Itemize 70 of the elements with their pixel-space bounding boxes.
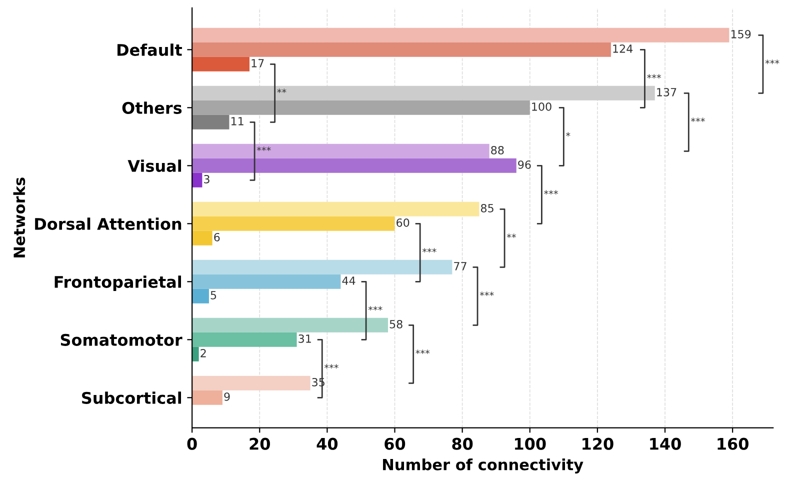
annotation: ***	[416, 350, 430, 354]
bar	[192, 158, 516, 173]
bar	[192, 42, 611, 57]
bar	[192, 376, 310, 390]
bar	[192, 56, 250, 72]
data-label: 9	[224, 392, 230, 401]
bar	[192, 260, 452, 274]
x-tick-label: 0	[187, 438, 197, 450]
data-label: 2	[200, 348, 206, 358]
x-tick-label: 20	[250, 438, 270, 450]
bar	[192, 216, 395, 231]
data-label: 124	[613, 44, 633, 53]
y-tick-label: Others	[122, 102, 182, 114]
annotation: ***	[647, 74, 662, 79]
annotation: **	[277, 88, 286, 94]
bar	[192, 346, 199, 362]
data-label: 77	[454, 262, 466, 270]
annotation: ***	[480, 292, 494, 296]
data-label: 58	[390, 320, 402, 328]
data-label: 100	[532, 102, 552, 111]
y-tick-label: Frontoparietal	[54, 276, 181, 292]
bar	[192, 332, 297, 347]
y-tick-label: Default	[118, 44, 182, 56]
annotation: ***	[765, 60, 780, 64]
x-tick-label: 120	[582, 438, 614, 450]
y-tick-label: Dorsal Attention	[35, 218, 182, 230]
data-label: 85	[480, 204, 494, 212]
x-tick-label: 40	[316, 438, 338, 450]
annotation: **	[506, 234, 516, 238]
bar	[192, 202, 480, 216]
data-label: 5	[210, 291, 216, 300]
data-label: 3	[204, 174, 210, 184]
x-tick-label: 80	[452, 438, 473, 450]
x-tick-label: 100	[515, 438, 546, 450]
bar	[192, 144, 490, 158]
bar	[192, 28, 730, 42]
data-label: 96	[518, 160, 531, 169]
y-tick-label: Visual	[128, 160, 181, 172]
annotation: ***	[544, 190, 558, 195]
data-label: 31	[298, 334, 311, 343]
bar	[192, 114, 230, 130]
x-axis-title: Number of connectivity	[383, 458, 584, 474]
bar	[192, 318, 388, 332]
data-label: 137	[657, 88, 676, 96]
bar	[192, 172, 202, 188]
x-tick-label: 60	[384, 438, 406, 450]
data-label: 6	[214, 232, 220, 242]
data-label: 17	[252, 59, 264, 68]
annotation: ***	[368, 306, 382, 311]
data-label: 60	[396, 218, 410, 227]
annotation: ***	[256, 146, 271, 152]
annotation: ***	[690, 118, 705, 122]
x-tick-label: 160	[718, 438, 748, 450]
bar	[192, 390, 222, 405]
bar	[192, 100, 530, 115]
x-tick-label: 140	[650, 438, 681, 450]
bar	[192, 274, 341, 289]
data-label: 88	[491, 146, 504, 154]
y-tick-label: Somatomotor	[60, 334, 182, 346]
y-axis-title: Networks	[13, 178, 26, 258]
data-label: 44	[342, 276, 356, 285]
annotation: *	[566, 132, 570, 137]
data-label: 11	[231, 117, 244, 126]
bar	[192, 86, 655, 100]
annotation: ***	[422, 248, 436, 253]
y-tick-label: Subcortical	[82, 392, 181, 404]
data-label: 159	[731, 30, 751, 38]
bar	[192, 230, 212, 246]
bar	[192, 288, 209, 304]
annotation: ***	[324, 364, 338, 369]
